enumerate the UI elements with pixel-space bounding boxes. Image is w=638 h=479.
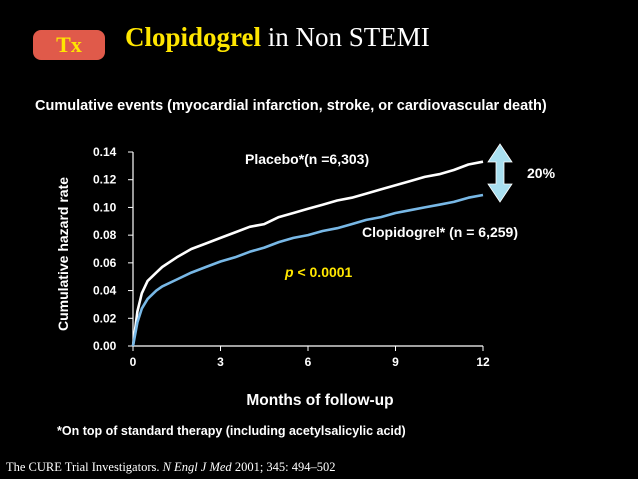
x-tick-label: 9 [392,355,399,369]
reduction-label: 20% [527,165,556,181]
chart-subtitle: Cumulative events (myocardial infarction… [35,98,547,114]
clopidogrel-series-line [131,193,484,347]
x-tick-label: 12 [476,355,490,369]
tx-badge: Tx [33,30,105,60]
title-context: in Non STEMI [261,22,430,52]
y-axis-label: Cumulative hazard rate [55,177,71,331]
y-tick-label: 0.04 [93,284,117,298]
chart-axes: 0.00 0.02 0.04 0.06 0.08 0.10 0.12 0.14 0 3 6 9 12 Mo… [55,145,490,409]
placebo-series-label: Placebo*(n =6,303) [245,151,369,167]
y-tick-label: 0.02 [93,311,117,325]
y-tick-label: 0.14 [93,145,117,159]
y-tick-label: 0.00 [93,339,117,353]
slide-title: Clopidogrel in Non STEMI [125,22,430,53]
citation-authors: The CURE Trial Investigators. [6,460,163,474]
x-axis-label: Months of follow-up [246,392,393,409]
chart-labels: Placebo*(n =6,303) Clopidogrel* (n = 6,25… [245,143,556,280]
placebo-series-line [131,160,484,347]
title-drug: Clopidogrel [125,22,262,52]
x-tick-label: 0 [130,355,137,369]
x-tick-label: 6 [305,355,312,369]
clopidogrel-series-label: Clopidogrel* (n = 6,259) [362,224,518,240]
y-tick-label: 0.10 [93,200,117,214]
p-value-annotation: p < 0.0001 [284,264,353,280]
y-tick-label: 0.08 [93,228,117,242]
citation: The CURE Trial Investigators. N Engl J M… [6,460,336,475]
y-tick-label: 0.12 [93,173,117,187]
citation-details: 2001; 345: 494–502 [231,460,336,474]
double-arrow-icon [487,143,513,203]
x-tick-label: 3 [217,355,224,369]
y-tick-label: 0.06 [93,256,117,270]
citation-journal: N Engl J Med [162,460,232,474]
chart-lines [131,160,484,347]
footnote: *On top of standard therapy (including a… [57,424,406,438]
